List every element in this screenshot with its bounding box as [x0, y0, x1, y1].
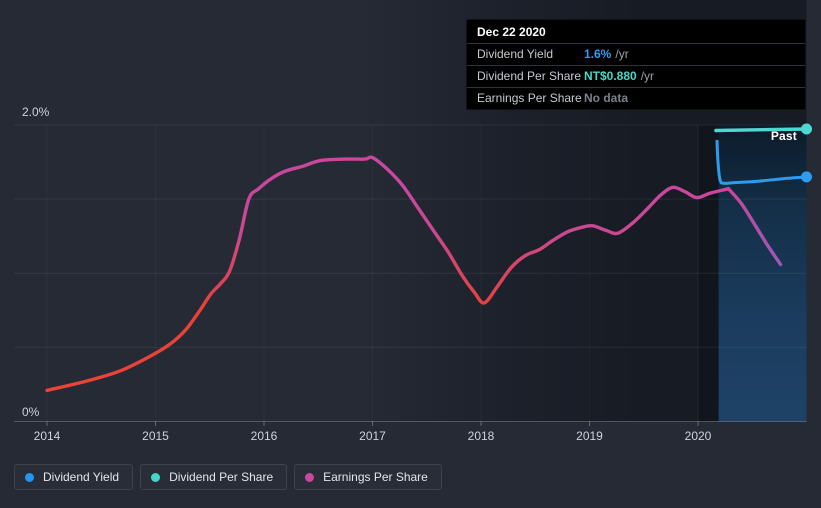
- legend-item-dividend-per-share[interactable]: Dividend Per Share: [140, 464, 288, 490]
- tooltip-row-unit: /yr: [640, 69, 655, 83]
- legend-item-earnings-per-share[interactable]: Earnings Per Share: [294, 464, 442, 490]
- legend-item-label: Dividend Yield: [43, 470, 120, 484]
- tooltip-row-label: Dividend Yield: [477, 47, 554, 61]
- legend-item-dividend-yield[interactable]: Dividend Yield: [14, 464, 134, 490]
- tooltip-rows: Dividend Yield 1.6%/yr Dividend Per Share N…: [467, 43, 805, 109]
- x-axis-label-2017: 2017: [359, 429, 386, 443]
- series-end-dot-dividend-per-share: [801, 123, 812, 135]
- x-axis-label-2018: 2018: [467, 429, 495, 443]
- series-line-history-recent: [726, 187, 783, 267]
- tooltip-row-dividend-per-share: Dividend Per Share NT$0.880/yr: [467, 65, 805, 87]
- x-axis-label-2015: 2015: [142, 429, 169, 443]
- tooltip-row-value: NT$0.880: [584, 69, 637, 83]
- x-axis-label-2014: 2014: [33, 429, 61, 443]
- tooltip-date: Dec 22 2020: [477, 25, 546, 39]
- legend-color-dot: [305, 472, 315, 482]
- legend-item-label: Dividend Per Share: [169, 470, 274, 484]
- past-region-label: Past: [770, 129, 797, 143]
- pre-past-strip: [698, 125, 719, 422]
- x-axis-label-2019: 2019: [576, 429, 603, 443]
- legend-item-label: Earnings Per Share: [323, 470, 428, 484]
- x-axis-label-2016: 2016: [250, 429, 278, 443]
- legend-color-dot: [25, 472, 34, 482]
- x-axis-label-2020: 2020: [684, 429, 712, 443]
- tooltip-row-label: Earnings Per Share: [477, 91, 582, 105]
- tooltip: Dec 22 2020 Dividend Yield 1.6%/yr Dividen…: [466, 19, 806, 110]
- tooltip-row-unit: /yr: [615, 47, 629, 61]
- tooltip-row-label: Dividend Per Share: [477, 69, 582, 83]
- series-end-dot-dividend-yield: [801, 171, 812, 183]
- past-region-band: [718, 125, 807, 422]
- legend: Dividend Yield Dividend Per Share Earnings…: [14, 464, 442, 490]
- y-axis-label-top: 2.0%: [22, 105, 50, 119]
- series-line-history-main: [45, 155, 731, 393]
- tooltip-row-dividend-yield: Dividend Yield 1.6%/yr: [467, 43, 805, 65]
- tooltip-row-value: 1.6%: [584, 47, 612, 61]
- series-line-dividend-per-share: [714, 127, 809, 133]
- tooltip-row-value: No data: [584, 91, 629, 105]
- tooltip-row-earnings-per-share: Earnings Per Share No data: [467, 87, 805, 109]
- y-axis-label-bottom: 0%: [22, 405, 40, 419]
- series-line-dividend-yield: [715, 139, 808, 185]
- legend-color-dot: [151, 472, 161, 482]
